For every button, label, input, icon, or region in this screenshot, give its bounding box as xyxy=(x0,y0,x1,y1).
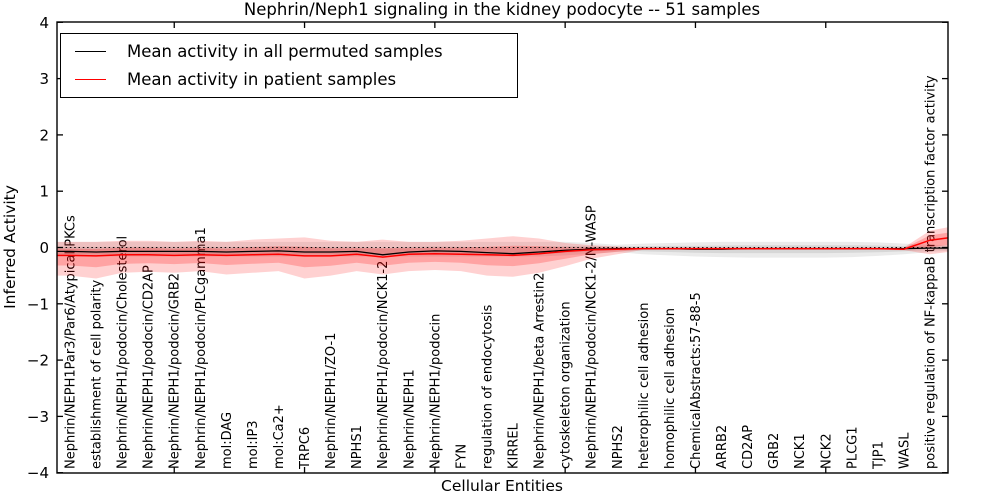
x-tick-label-30: PLCG1 xyxy=(845,426,860,469)
x-tick-label-18: Nephrin/NEPH1/beta Arrestin2 xyxy=(533,273,548,470)
y-tick-label-5: −1 xyxy=(27,295,49,313)
x-tick-label-24: ChemicalAbstracts:57-88-5 xyxy=(689,292,704,469)
legend-label-permuted: Mean activity in all permuted samples xyxy=(127,42,443,62)
x-tick-label-27: GRB2 xyxy=(767,433,782,469)
x-tick-label-12: Nephrin/NEPH1/podocin/NCK1-2 xyxy=(376,261,391,469)
x-tick-label-17: KIRREL xyxy=(507,422,522,469)
x-tick-label-26: CD2AP xyxy=(741,425,756,469)
x-tick-label-6: mol:DAG xyxy=(220,412,235,469)
x-tick-label-8: mol:Ca2+ xyxy=(272,404,287,469)
y-tick-label-8: −4 xyxy=(27,464,49,482)
legend-item-patient: Mean activity in patient samples xyxy=(75,70,517,89)
x-tick-label-0: Nephrin/NEPH1Par3/Par6/Atypical PKCs xyxy=(64,215,79,469)
x-tick-label-15: FYN xyxy=(454,444,469,469)
y-tick-label-6: −2 xyxy=(27,352,49,370)
x-tick-label-21: NPHS2 xyxy=(611,425,626,469)
x-tick-label-11: NPHS1 xyxy=(350,425,365,469)
legend-item-permuted: Mean activity in all permuted samples xyxy=(75,42,517,61)
x-tick-label-22: heterophilic cell adhesion xyxy=(637,303,652,470)
x-tick-label-28: NCK1 xyxy=(793,433,808,469)
x-tick-label-20: Nephrin/NEPH1/podocin/NCK1-2/N-WASP xyxy=(585,205,600,469)
x-tick-label-3: Nephrin/NEPH1/podocin/CD2AP xyxy=(142,265,157,469)
y-axis-label: Inferred Activity xyxy=(1,185,19,309)
legend: Mean activity in all permuted samples Me… xyxy=(60,33,518,98)
x-tick-label-5: Nephrin/NEPH1/podocin/PLCgamma1 xyxy=(194,227,209,469)
patient-band-inner xyxy=(57,232,948,268)
legend-line-sample-black xyxy=(75,51,106,53)
x-tick-label-13: Nephrin/NEPH1 xyxy=(402,369,417,469)
y-tick-label-0: 4 xyxy=(39,14,49,32)
x-tick-label-25: ARRB2 xyxy=(715,425,730,469)
y-tick-label-3: 1 xyxy=(39,183,49,201)
x-tick-label-7: mol:IP3 xyxy=(246,420,261,469)
x-tick-label-2: Nephrin/NEPH1/podocin/Cholesterol xyxy=(116,236,131,469)
x-tick-label-4: Nephrin/NEPH1/podocin/GRB2 xyxy=(168,273,183,469)
y-tick-label-4: 0 xyxy=(39,239,49,257)
x-tick-label-14: Nephrin/NEPH1/podocin xyxy=(428,314,443,469)
x-tick-label-33: positive regulation of NF-kappaB transcr… xyxy=(924,75,939,469)
x-tick-label-31: TJP1 xyxy=(871,441,886,470)
chart-title: Nephrin/Neph1 signaling in the kidney po… xyxy=(243,0,761,19)
x-tick-label-1: establishment of cell polarity xyxy=(90,280,105,469)
x-tick-label-19: cytoskeleton organization xyxy=(559,301,574,469)
x-tick-label-16: regulation of endocytosis xyxy=(480,304,495,469)
x-tick-label-10: Nephrin/NEPH1/ZO-1 xyxy=(324,333,339,469)
y-tick-label-1: 3 xyxy=(39,70,49,88)
x-tick-label-32: WASL xyxy=(897,432,912,469)
x-tick-label-9: TRPC6 xyxy=(298,427,313,470)
x-tick-label-29: NCK2 xyxy=(819,433,834,469)
x-axis-label: Cellular Entities xyxy=(441,477,563,495)
legend-label-patient: Mean activity in patient samples xyxy=(127,69,397,89)
x-tick-label-23: homophilic cell adhesion xyxy=(663,308,678,469)
patient-mean-line xyxy=(57,237,949,258)
legend-line-sample-red xyxy=(75,78,106,80)
y-tick-label-7: −3 xyxy=(27,408,49,426)
permuted-band-inner xyxy=(57,245,948,256)
y-tick-label-2: 2 xyxy=(39,126,49,144)
